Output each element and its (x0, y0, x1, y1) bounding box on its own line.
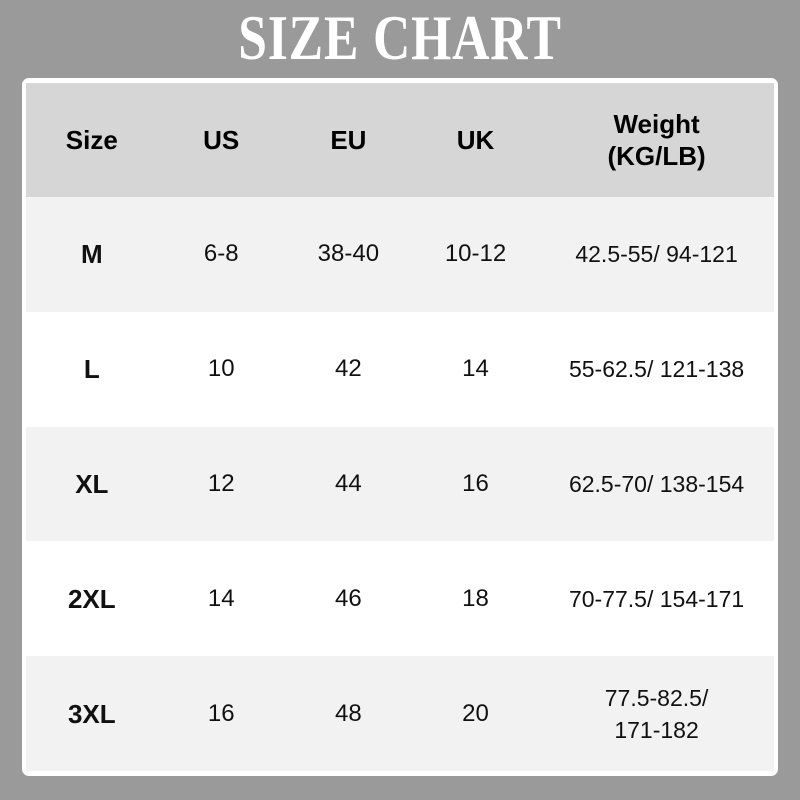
cell-uk: 10-12 (444, 240, 507, 268)
cell-size: L (83, 354, 100, 385)
column-header-us: US (203, 125, 240, 155)
column-header-weight: Weight (KG/LB) (607, 109, 706, 171)
column-header-size: Size (65, 125, 118, 155)
size-chart-table: Size US EU UK Weight (KG/LB) M 6-8 38-40… (26, 83, 774, 771)
cell-size: XL (75, 468, 109, 499)
cell-size: 3XL (67, 698, 116, 729)
cell-eu: 48 (335, 699, 362, 727)
cell-uk: 16 (462, 469, 489, 497)
size-chart-table-container: Size US EU UK Weight (KG/LB) M 6-8 38-40… (22, 78, 778, 776)
cell-us: 14 (207, 584, 235, 612)
table-header: Size US EU UK Weight (KG/LB) (26, 83, 774, 197)
table-row: XL 12 44 16 62.5-70/ 138-154 (26, 426, 774, 542)
table-row: 3XL 16 48 20 77.5-82.5/ 171-182 (26, 656, 774, 771)
page-title: SIZE CHART (238, 3, 562, 73)
cell-eu: 38-40 (317, 240, 380, 268)
table-row: L 10 42 14 55-62.5/ 121-138 (26, 311, 774, 427)
column-header-uk: UK (456, 125, 495, 155)
cell-weight: 70-77.5/ 154-171 (568, 585, 745, 612)
cell-size: 2XL (67, 583, 116, 614)
cell-uk: 20 (462, 699, 489, 727)
cell-eu: 44 (335, 469, 362, 497)
table-row: 2XL 14 46 18 70-77.5/ 154-171 (26, 541, 774, 657)
cell-uk: 18 (462, 584, 489, 612)
cell-weight: 42.5-55/ 94-121 (575, 241, 738, 268)
cell-eu: 46 (335, 584, 362, 612)
table-header-row: Size US EU UK Weight (KG/LB) (26, 83, 774, 197)
cell-eu: 42 (335, 355, 362, 383)
cell-us: 10 (207, 355, 235, 383)
table-body: M 6-8 38-40 10-12 42.5-55/ 94-121 L 10 4… (26, 197, 774, 771)
cell-weight: 55-62.5/ 121-138 (568, 356, 745, 383)
table-row: M 6-8 38-40 10-12 42.5-55/ 94-121 (26, 197, 774, 312)
cell-us: 12 (207, 469, 235, 497)
cell-us: 16 (207, 699, 235, 727)
cell-us: 6-8 (203, 240, 239, 268)
column-header-eu: EU (330, 125, 367, 155)
cell-size: M (80, 239, 103, 270)
cell-weight: 77.5-82.5/ 171-182 (604, 684, 709, 743)
cell-uk: 14 (462, 355, 489, 383)
cell-weight: 62.5-70/ 138-154 (568, 470, 745, 497)
